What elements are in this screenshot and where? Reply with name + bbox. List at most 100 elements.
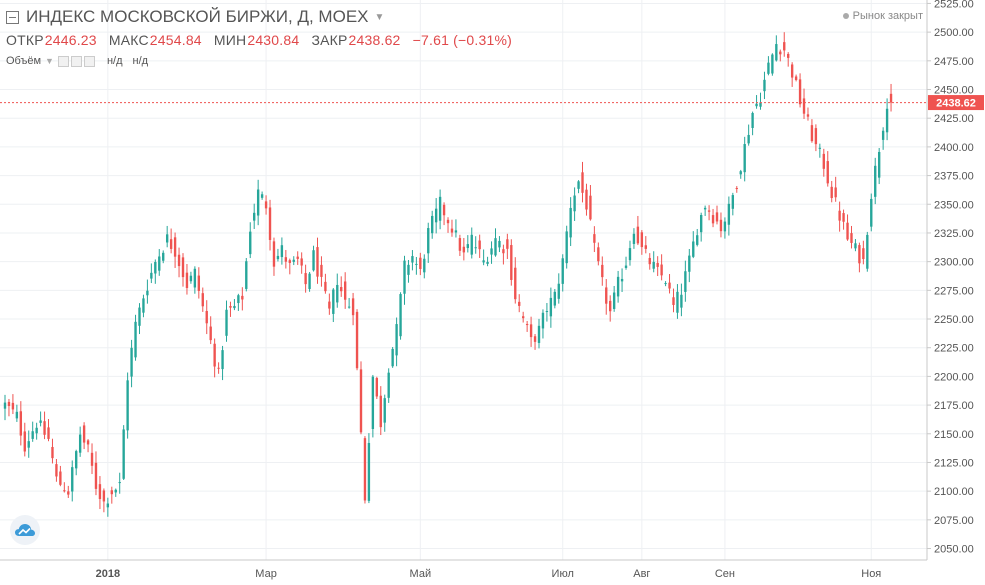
candle-body — [185, 272, 189, 289]
candle-body — [280, 245, 284, 258]
candle — [31, 421, 34, 442]
candle — [197, 267, 201, 299]
candle-body — [316, 247, 319, 277]
candle-body — [189, 275, 193, 282]
candle-body — [699, 214, 703, 233]
candle — [830, 180, 833, 203]
candle-body — [842, 213, 845, 222]
candle — [209, 316, 212, 345]
candle-body — [431, 215, 434, 234]
candle-body — [605, 287, 608, 304]
candle — [680, 283, 683, 317]
candle — [541, 309, 545, 339]
candle — [466, 235, 469, 253]
status-dot-icon — [842, 13, 849, 20]
candle-body — [830, 186, 833, 199]
candle — [434, 198, 438, 234]
candle-body — [35, 427, 38, 434]
candle — [557, 273, 560, 304]
candle — [63, 482, 66, 493]
candle-body — [359, 369, 363, 433]
candle-body — [553, 291, 557, 306]
candle-body — [636, 226, 640, 244]
candle — [751, 111, 754, 136]
candle — [86, 439, 90, 453]
candle — [158, 249, 161, 276]
candle-body — [158, 256, 161, 271]
candle-body — [787, 53, 790, 58]
candle — [771, 53, 774, 76]
candle — [150, 263, 153, 284]
low-label: МИН — [213, 32, 247, 48]
candle — [612, 286, 616, 312]
candle-body — [826, 161, 829, 184]
candle-body — [98, 484, 102, 499]
candle-body — [324, 281, 327, 292]
candle-body — [707, 210, 711, 212]
collapse-square-icon[interactable] — [6, 10, 19, 24]
grid-lines — [0, 0, 927, 560]
candle-body — [268, 207, 272, 240]
candle — [407, 259, 410, 283]
candle — [193, 266, 197, 294]
close-icon[interactable] — [83, 55, 95, 67]
candle — [130, 339, 133, 388]
candle-body — [150, 272, 153, 279]
candle-body — [794, 76, 798, 80]
candle — [881, 127, 885, 150]
candle-body — [197, 275, 201, 291]
candle-body — [862, 248, 865, 260]
candle — [268, 199, 272, 251]
eye-icon[interactable] — [57, 55, 69, 67]
candle-body — [415, 263, 418, 265]
candle — [332, 288, 335, 323]
candle — [181, 253, 185, 287]
candle-body — [763, 79, 766, 92]
candle — [47, 419, 50, 442]
candle — [173, 232, 177, 268]
candle-body — [644, 245, 647, 249]
symbol-title: ИНДЕКС МОСКОВСКОЙ БИРЖИ, Д, MOEX — [26, 7, 369, 26]
candle — [822, 148, 825, 177]
candle-body — [810, 125, 814, 142]
candle-body — [371, 376, 375, 429]
candle — [7, 398, 11, 417]
candle-body — [885, 108, 889, 133]
candle-body — [620, 278, 624, 282]
y-tick-label: 2150.00 — [934, 429, 974, 441]
candle — [229, 301, 232, 317]
candle — [826, 151, 829, 187]
open-value: 2446.23 — [44, 32, 97, 48]
y-tick-label: 2525.00 — [934, 0, 974, 10]
candle-body — [703, 207, 707, 210]
candle — [854, 239, 857, 252]
candle — [478, 234, 481, 258]
candle — [648, 253, 651, 270]
gear-icon[interactable] — [70, 55, 82, 67]
candle-body — [177, 254, 181, 267]
candle-body — [241, 295, 244, 300]
candle — [336, 273, 339, 308]
candle — [324, 273, 327, 294]
candle — [664, 281, 667, 287]
chevron-down-icon[interactable]: ▼ — [374, 11, 385, 23]
candle-body — [300, 258, 303, 266]
candle-body — [521, 316, 525, 319]
candle-body — [533, 336, 537, 342]
candle — [502, 244, 505, 265]
candle-body — [802, 98, 806, 114]
candle-body — [450, 228, 454, 233]
candle — [351, 292, 355, 326]
candle-body — [767, 62, 770, 74]
candle-body — [518, 301, 521, 306]
candle-body — [597, 247, 600, 262]
candle-body — [320, 264, 323, 277]
y-tick-label: 2375.00 — [934, 171, 974, 183]
candle — [142, 294, 145, 318]
candle — [783, 32, 786, 57]
chevron-down-icon[interactable]: ▼ — [45, 56, 54, 66]
candle — [628, 240, 632, 266]
tradingview-cloud-icon[interactable] — [10, 515, 40, 545]
x-tick-label: Ноя — [861, 568, 881, 580]
